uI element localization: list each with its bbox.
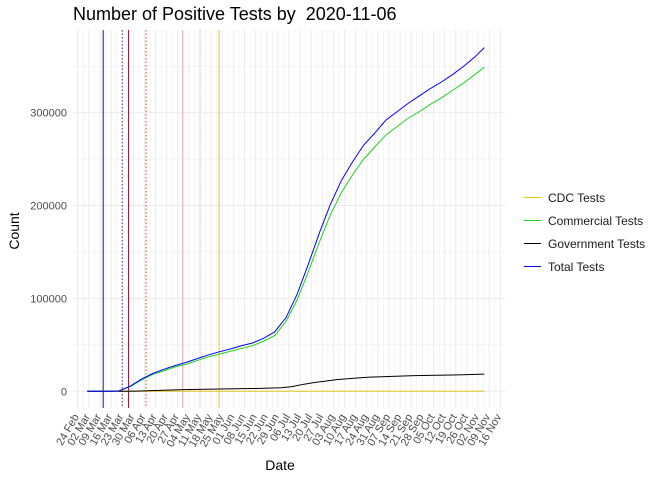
chart-title: Number of Positive Tests by 2020-11-06 xyxy=(73,4,397,24)
legend-item-total: Total Tests xyxy=(524,255,645,278)
legend-key-commercial xyxy=(524,220,541,221)
x-axis-label: Date xyxy=(265,457,295,473)
vertical-markers xyxy=(102,30,220,408)
legend-key-cdc xyxy=(524,197,541,198)
legend: CDC Tests Commercial Tests Government Te… xyxy=(524,186,645,278)
legend-label-government: Government Tests xyxy=(548,236,646,251)
y-tick-label: 300000 xyxy=(30,108,67,120)
legend-label-cdc: CDC Tests xyxy=(548,190,606,205)
series-line-government-tests xyxy=(87,373,485,392)
legend-item-government: Government Tests xyxy=(524,232,645,255)
series-line-total-tests xyxy=(87,47,485,392)
legend-item-commercial: Commercial Tests xyxy=(524,209,645,232)
legend-label-commercial: Commercial Tests xyxy=(548,213,644,228)
y-axis-label: Count xyxy=(6,212,22,249)
series-line-commercial-tests xyxy=(87,66,485,392)
legend-key-total xyxy=(524,266,541,267)
y-tick-label: 200000 xyxy=(30,201,67,213)
y-tick-label: 100000 xyxy=(30,293,67,305)
grid-lines xyxy=(73,30,505,408)
y-axis-ticks: 0 100000 200000 300000 xyxy=(30,108,67,399)
legend-label-total: Total Tests xyxy=(548,259,605,274)
y-tick-label: 0 xyxy=(61,386,67,398)
series-lines xyxy=(87,47,485,392)
legend-key-government xyxy=(524,243,541,244)
legend-item-cdc: CDC Tests xyxy=(524,186,645,209)
